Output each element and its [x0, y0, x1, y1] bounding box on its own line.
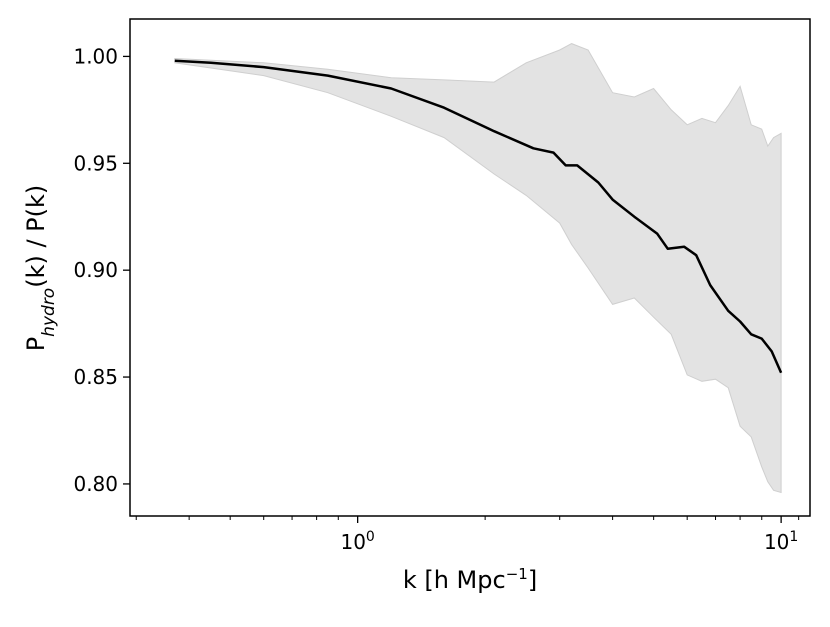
x-axis-label: k [h Mpc−1]	[403, 565, 537, 594]
x-tick-label: 100	[340, 529, 374, 554]
y-tick-label: 0.90	[73, 258, 118, 282]
scatter-band	[174, 43, 782, 494]
y-tick-label: 0.80	[73, 472, 118, 496]
y-axis-label: Phydro(k) / P(k)	[22, 185, 59, 352]
plot-area	[174, 43, 783, 494]
y-tick-label: 0.85	[73, 365, 118, 389]
ticks: 0.80 0.85 0.90 0.95 1.00 100 101	[73, 44, 800, 554]
series-line	[174, 59, 783, 374]
y-tick-label: 0.95	[73, 151, 118, 175]
x-tick-label: 101	[764, 529, 798, 554]
axes-frame	[129, 18, 811, 517]
y-tick-label: 1.00	[73, 44, 118, 68]
